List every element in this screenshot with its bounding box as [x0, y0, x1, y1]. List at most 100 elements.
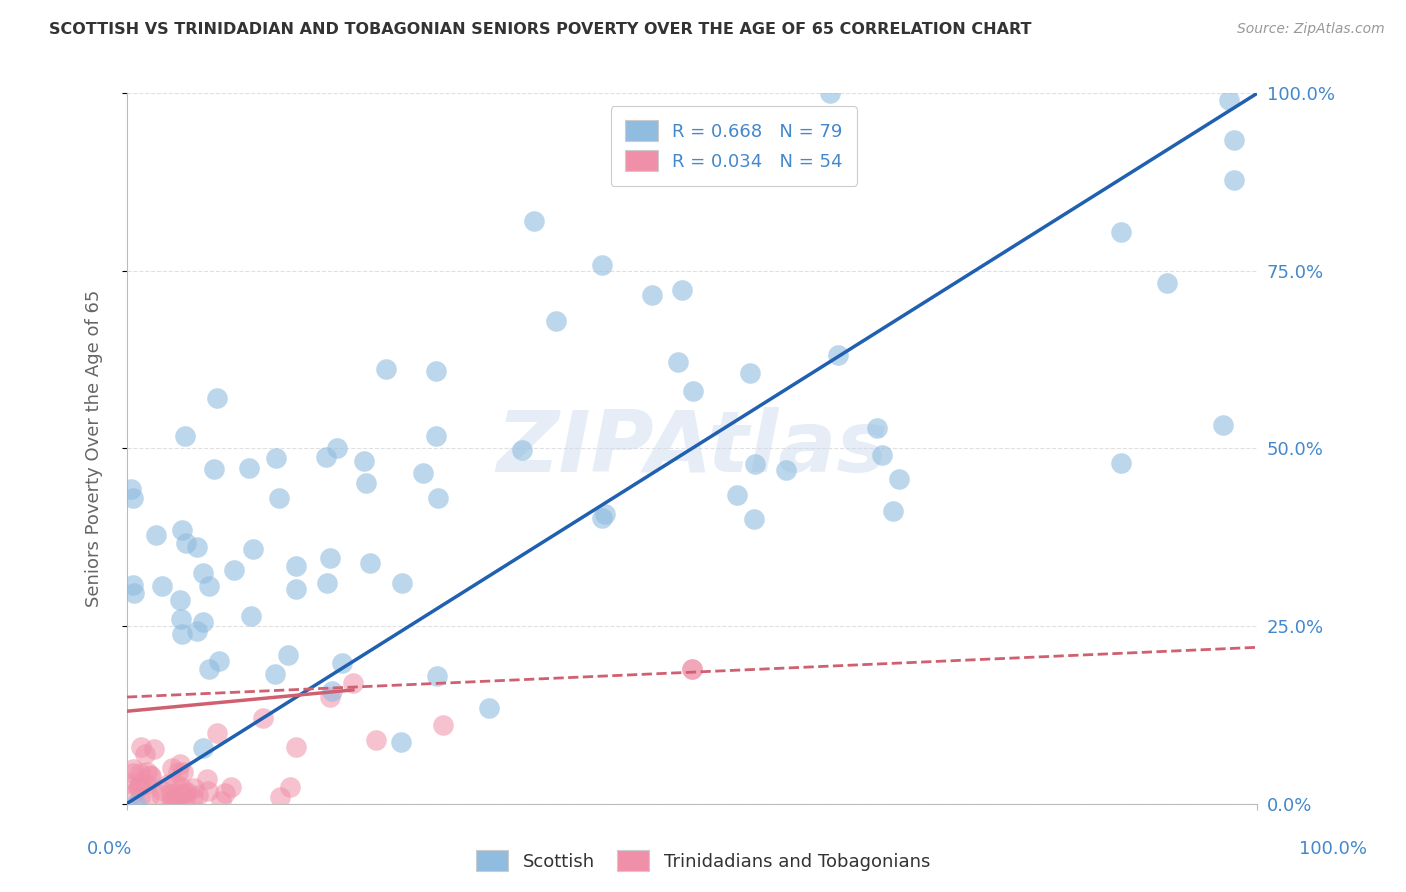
Point — [359, 556, 381, 570]
Point — [138, 789, 160, 803]
Text: ZIPAtlas: ZIPAtlas — [496, 407, 887, 490]
Point — [523, 214, 546, 228]
Point — [197, 579, 219, 593]
Point — [725, 488, 748, 502]
Point — [277, 648, 299, 663]
Point — [167, 793, 190, 807]
Point — [122, 586, 145, 600]
Point — [183, 780, 205, 795]
Point — [122, 766, 145, 780]
Point — [775, 463, 797, 477]
Point — [827, 349, 849, 363]
Point — [425, 429, 447, 443]
Point — [176, 785, 198, 799]
Point — [681, 662, 703, 676]
Point — [174, 535, 197, 549]
Point — [342, 676, 364, 690]
Point — [170, 612, 193, 626]
Point — [207, 725, 229, 739]
Point — [1218, 94, 1240, 108]
Point — [159, 788, 181, 802]
Point — [117, 776, 139, 790]
Point — [165, 790, 187, 805]
Point — [224, 563, 246, 577]
Text: SCOTTISH VS TRINIDADIAN AND TOBAGONIAN SENIORS POVERTY OVER THE AGE OF 65 CORREL: SCOTTISH VS TRINIDADIAN AND TOBAGONIAN S… — [49, 22, 1032, 37]
Point — [122, 578, 145, 592]
Point — [174, 795, 197, 809]
Point — [321, 683, 343, 698]
Point — [682, 384, 704, 399]
Point — [326, 441, 349, 455]
Point — [162, 792, 184, 806]
Point — [389, 734, 412, 748]
Point — [208, 654, 231, 668]
Point — [134, 747, 156, 761]
Point — [121, 762, 143, 776]
Point — [143, 742, 166, 756]
Point — [591, 511, 613, 525]
Point — [122, 491, 145, 505]
Point — [128, 790, 150, 805]
Point — [330, 656, 353, 670]
Point — [174, 786, 197, 800]
Point — [209, 794, 232, 808]
Point — [477, 700, 499, 714]
Point — [870, 449, 893, 463]
Point — [181, 791, 204, 805]
Point — [124, 786, 146, 800]
Point — [278, 780, 301, 794]
Point — [172, 627, 194, 641]
Point — [136, 777, 159, 791]
Point — [186, 540, 208, 554]
Point — [156, 777, 179, 791]
Point — [191, 566, 214, 580]
Point — [591, 258, 613, 272]
Point — [593, 507, 616, 521]
Point — [191, 615, 214, 630]
Point — [149, 782, 172, 797]
Point — [432, 718, 454, 732]
Text: Source: ZipAtlas.com: Source: ZipAtlas.com — [1237, 22, 1385, 37]
Point — [512, 443, 534, 458]
Point — [1111, 456, 1133, 470]
Point — [1111, 225, 1133, 239]
Point — [889, 472, 911, 486]
Point — [1212, 418, 1234, 433]
Point — [1223, 133, 1246, 147]
Point — [319, 551, 342, 566]
Point — [128, 780, 150, 794]
Point — [150, 579, 173, 593]
Point — [187, 788, 209, 802]
Point — [1156, 277, 1178, 291]
Point — [742, 512, 765, 526]
Point — [264, 450, 287, 465]
Point — [125, 797, 148, 811]
Point — [159, 794, 181, 808]
Point — [129, 766, 152, 780]
Point — [744, 457, 766, 471]
Legend: Scottish, Trinidadians and Tobagonians: Scottish, Trinidadians and Tobagonians — [468, 843, 938, 879]
Point — [374, 361, 396, 376]
Point — [681, 662, 703, 676]
Point — [120, 483, 142, 497]
Point — [412, 466, 434, 480]
Point — [150, 789, 173, 803]
Point — [197, 662, 219, 676]
Point — [160, 761, 183, 775]
Point — [167, 765, 190, 780]
Point — [425, 364, 447, 378]
Point — [139, 768, 162, 782]
Point — [195, 772, 218, 787]
Point — [285, 559, 308, 574]
Point — [191, 740, 214, 755]
Point — [197, 784, 219, 798]
Point — [238, 460, 260, 475]
Point — [169, 757, 191, 772]
Point — [141, 769, 163, 783]
Point — [129, 740, 152, 755]
Point — [170, 523, 193, 537]
Point — [882, 504, 904, 518]
Point — [165, 776, 187, 790]
Text: 100.0%: 100.0% — [1299, 840, 1367, 858]
Point — [239, 609, 262, 624]
